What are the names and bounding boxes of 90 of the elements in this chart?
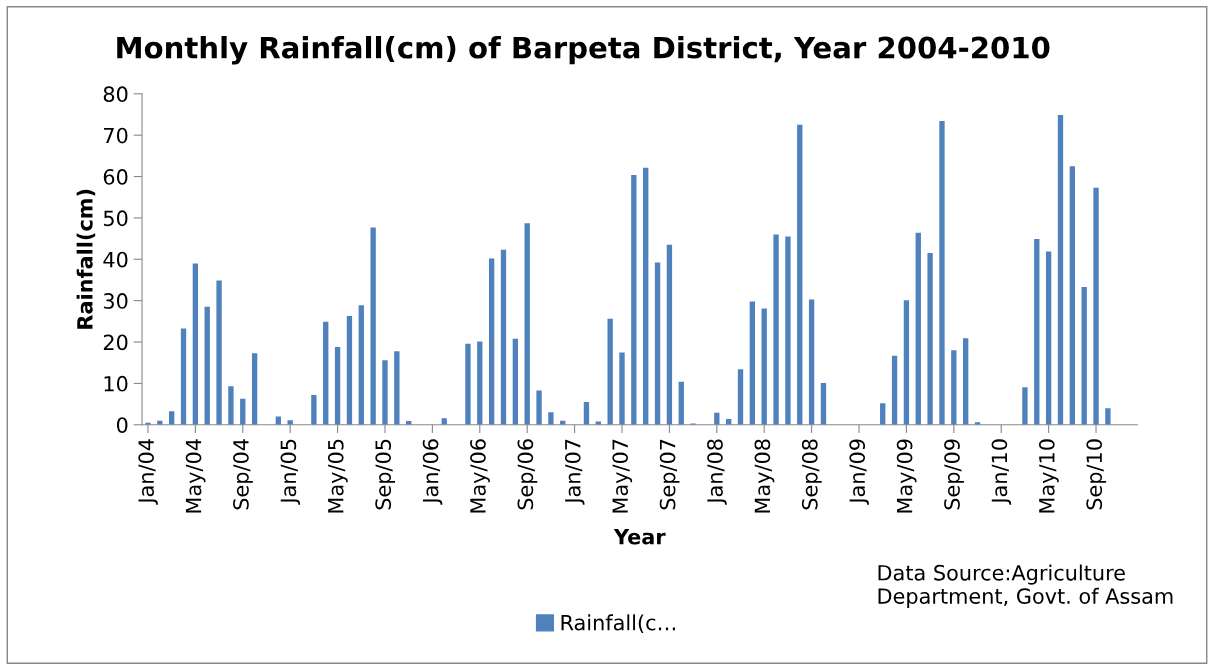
bar — [477, 341, 483, 425]
chart-title: Monthly Rainfall(cm) of Barpeta District, Year 2004-2010 — [117, 36, 1050, 65]
bar — [773, 234, 779, 425]
x-tick-label: Sep/08 — [801, 439, 822, 510]
x-tick-label: May/08 — [754, 439, 775, 513]
bar — [394, 351, 400, 425]
bar — [465, 343, 471, 425]
bar — [607, 318, 613, 425]
x-tick-label: Sep/07 — [659, 439, 680, 510]
x-tick-label: Jan/04 — [138, 439, 158, 505]
bar — [785, 236, 791, 425]
bar — [524, 223, 530, 425]
bar — [891, 355, 898, 425]
legend-label: Rainfall(c… — [561, 614, 675, 633]
x-tick-label: Sep/10 — [1086, 439, 1107, 510]
x-tick-label: Sep/06 — [517, 439, 538, 510]
bar — [370, 227, 376, 425]
bar — [749, 301, 756, 425]
bar — [1105, 408, 1111, 425]
x-tick-label: Jan/10 — [991, 439, 1012, 505]
y-tick-label: 40 — [103, 251, 128, 268]
bar — [963, 338, 969, 425]
bar — [204, 306, 210, 425]
y-tick-label: 30 — [103, 293, 128, 309]
bar — [619, 352, 625, 425]
bar — [488, 258, 495, 425]
bar — [915, 232, 921, 425]
bar — [500, 249, 507, 425]
bar — [240, 398, 246, 425]
x-tick-label: May/06 — [470, 439, 490, 513]
bar — [666, 244, 673, 425]
y-axis-title: Rainfall(cm) — [76, 189, 96, 329]
x-tick-label: Jan/06 — [422, 439, 443, 505]
y-tick-label: 50 — [103, 210, 128, 227]
bar — [192, 263, 199, 425]
bar — [358, 305, 364, 425]
bar — [761, 308, 767, 425]
x-tick-label: May/07 — [612, 439, 633, 513]
x-tick-label: May/04 — [185, 439, 206, 513]
y-tick-label: 10 — [104, 375, 128, 392]
y-tick-label: 60 — [103, 169, 128, 185]
bar — [643, 167, 649, 425]
bar — [797, 124, 803, 425]
bar — [382, 360, 388, 425]
y-tick-label: 70 — [104, 127, 128, 144]
bar — [228, 386, 234, 425]
bar — [880, 403, 886, 425]
x-tick-label: May/09 — [896, 439, 917, 513]
bar — [903, 300, 910, 425]
bar — [1045, 251, 1052, 425]
bar — [251, 353, 258, 425]
bar — [737, 369, 744, 425]
bar — [678, 381, 684, 425]
x-tick-label: May/10 — [1038, 439, 1059, 513]
bar — [1022, 387, 1028, 425]
x-tick-label: Sep/09 — [944, 439, 964, 510]
x-tick-label: Sep/05 — [375, 439, 396, 510]
y-tick-label: 20 — [103, 334, 128, 351]
bar — [583, 402, 590, 425]
x-tick-label: Jan/07 — [564, 439, 585, 505]
y-tick-label: 0 — [116, 417, 128, 433]
bar — [808, 299, 815, 425]
bar — [323, 321, 329, 425]
x-tick-label: May/05 — [327, 439, 348, 513]
bar — [1057, 114, 1064, 425]
bar — [311, 394, 317, 425]
x-tick-label: Jan/08 — [707, 439, 727, 505]
bar — [536, 390, 542, 425]
bar — [548, 412, 554, 425]
x-axis-title: Year — [613, 529, 666, 545]
y-tick-label: 80 — [103, 86, 128, 103]
bar — [346, 315, 353, 425]
bar — [334, 347, 341, 425]
source-note: Data Source:Agriculture Department, Govt. of Assam — [878, 564, 1173, 608]
bar — [216, 280, 222, 425]
x-tick-label: Jan/09 — [849, 439, 869, 505]
bar — [654, 262, 661, 425]
bar — [1034, 239, 1040, 425]
bar — [820, 382, 827, 425]
bar — [180, 328, 187, 425]
bar — [951, 350, 957, 425]
bar — [927, 253, 933, 425]
bar — [939, 121, 945, 425]
x-tick-label: Sep/04 — [233, 439, 253, 510]
x-tick-label: Jan/05 — [280, 439, 301, 505]
bar — [1081, 287, 1087, 425]
bar — [512, 338, 519, 425]
bar — [1069, 166, 1075, 425]
bar — [631, 174, 637, 425]
bar — [1093, 187, 1099, 425]
